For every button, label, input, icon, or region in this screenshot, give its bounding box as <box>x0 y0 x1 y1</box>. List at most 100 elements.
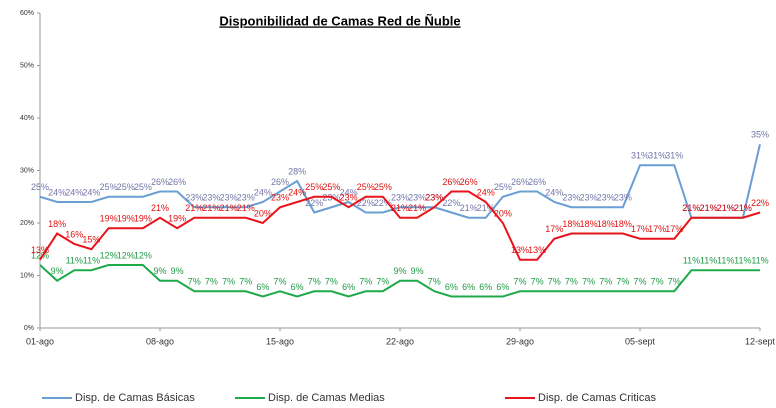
y-tick-label: 50% <box>20 62 34 69</box>
data-label: 7% <box>668 277 681 287</box>
data-label: 7% <box>599 277 612 287</box>
data-label: 7% <box>531 277 544 287</box>
data-label: 26% <box>528 177 546 187</box>
data-label: 7% <box>616 277 629 287</box>
data-label: 25% <box>134 182 152 192</box>
series-line <box>39 264 760 298</box>
data-label: 23% <box>220 193 238 203</box>
data-label: 7% <box>222 277 235 287</box>
data-label: 21% <box>460 203 478 213</box>
data-label: 6% <box>342 282 355 292</box>
data-label: 9% <box>171 266 184 276</box>
data-label: 16% <box>65 229 83 239</box>
data-label: 28% <box>288 166 306 176</box>
data-label: 6% <box>462 282 475 292</box>
data-label: 22% <box>305 198 323 208</box>
data-label: 22% <box>357 198 375 208</box>
data-label: 15% <box>82 235 100 245</box>
data-label: 7% <box>565 277 578 287</box>
data-label: 12% <box>100 250 118 260</box>
data-label: 21% <box>185 203 203 213</box>
series-line <box>39 190 761 261</box>
data-label: 7% <box>513 277 526 287</box>
data-label: 22% <box>751 198 769 208</box>
data-label: 20% <box>494 208 512 218</box>
data-label: 23% <box>340 193 358 203</box>
data-label: 11% <box>717 256 734 266</box>
data-label: 21% <box>734 203 752 213</box>
data-label: 7% <box>376 277 389 287</box>
data-label: 9% <box>153 266 166 276</box>
data-label: 11% <box>751 256 768 266</box>
data-label: 21% <box>477 203 495 213</box>
data-label: 19% <box>117 214 135 224</box>
data-label: 24% <box>288 187 306 197</box>
data-label: 13% <box>31 245 49 255</box>
legend-label: Disp. de Camas Medias <box>268 392 385 404</box>
data-label: 18% <box>48 219 66 229</box>
data-label: 35% <box>751 130 769 140</box>
data-label: 23% <box>185 193 203 203</box>
data-label: 23% <box>391 193 409 203</box>
data-label: 17% <box>665 224 683 234</box>
data-label: 23% <box>614 193 632 203</box>
data-label: 23% <box>408 193 426 203</box>
data-label: 19% <box>168 214 186 224</box>
data-label: 21% <box>408 203 426 213</box>
data-label: 7% <box>651 277 664 287</box>
data-label: 24% <box>82 187 100 197</box>
data-label: 21% <box>682 203 700 213</box>
data-label: 25% <box>494 182 512 192</box>
data-label: 11% <box>66 256 83 266</box>
data-label: 18% <box>597 219 615 229</box>
data-label: 17% <box>631 224 649 234</box>
data-label: 24% <box>48 187 66 197</box>
data-label: 21% <box>717 203 735 213</box>
chart-title: Disponibilidad de Camas Red de Ñuble <box>219 13 460 28</box>
data-label: 7% <box>188 277 201 287</box>
data-label: 11% <box>683 256 700 266</box>
data-label: 6% <box>445 282 458 292</box>
data-label: 22% <box>442 198 460 208</box>
data-label: 21% <box>734 203 752 213</box>
data-label: 6% <box>479 282 492 292</box>
series-line <box>39 144 761 219</box>
data-label: 26% <box>168 177 186 187</box>
data-label: 23% <box>237 193 255 203</box>
data-label: 24% <box>340 187 358 197</box>
data-label: 21% <box>237 203 255 213</box>
data-label: 25% <box>322 182 340 192</box>
data-label: 31% <box>631 151 649 161</box>
data-label: 23% <box>271 193 289 203</box>
data-label: 11% <box>83 256 100 266</box>
data-label: 21% <box>682 203 700 213</box>
data-label: 9% <box>393 266 406 276</box>
data-label: 21% <box>151 203 169 213</box>
data-label: 12% <box>117 250 135 260</box>
data-label: 21% <box>220 203 238 213</box>
y-tick-label: 30% <box>20 167 34 174</box>
data-label: 11% <box>734 256 751 266</box>
data-label: 7% <box>325 277 338 287</box>
data-label: 26% <box>460 177 478 187</box>
data-label: 21% <box>202 203 220 213</box>
data-label: 26% <box>442 177 460 187</box>
data-label: 7% <box>633 277 646 287</box>
data-label: 23% <box>597 193 615 203</box>
data-label: 18% <box>580 219 598 229</box>
data-label: 7% <box>582 277 595 287</box>
data-label: 13% <box>511 245 529 255</box>
data-label: 19% <box>134 214 152 224</box>
data-label: 25% <box>100 182 118 192</box>
data-label: 25% <box>31 182 49 192</box>
x-tick-label: 05-sept <box>625 336 656 346</box>
x-tick-label: 15-ago <box>266 336 294 346</box>
data-label: 23% <box>425 193 443 203</box>
y-tick-label: 20% <box>20 220 34 227</box>
data-label: 9% <box>411 266 424 276</box>
legend-label: Disp. de Camas Criticas <box>538 392 656 404</box>
data-label: 18% <box>562 219 580 229</box>
data-label: 24% <box>254 187 272 197</box>
data-label: 7% <box>548 277 561 287</box>
